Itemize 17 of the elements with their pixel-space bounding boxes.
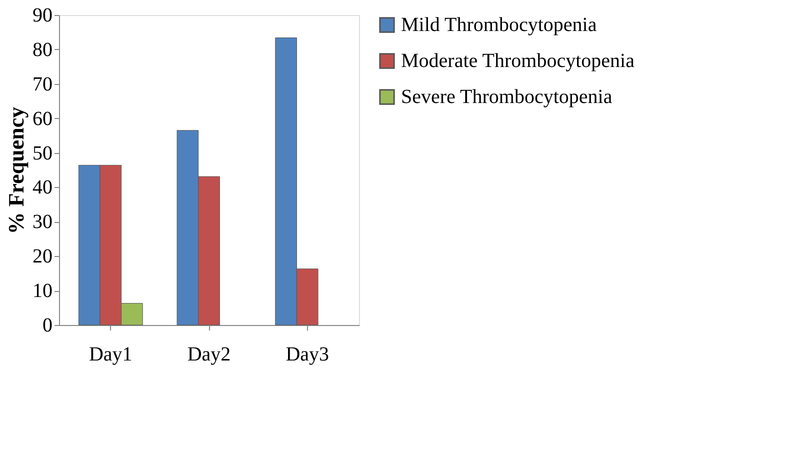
y-tick-label: 30 bbox=[32, 211, 52, 234]
y-tick-label: 60 bbox=[32, 108, 52, 130]
y-tick-label: 50 bbox=[32, 142, 52, 164]
y-tick-label: 20 bbox=[32, 246, 52, 268]
legend-label: Mild Thrombocytopenia bbox=[401, 14, 597, 36]
x-tick-label: Day2 bbox=[187, 344, 231, 366]
y-tick-label: 0 bbox=[42, 314, 52, 336]
legend-label: Severe Thrombocytopenia bbox=[401, 86, 612, 108]
legend-label: Moderate Thrombocytopenia bbox=[401, 50, 635, 72]
y-tick-label: 70 bbox=[32, 73, 52, 96]
x-tick-label: Day3 bbox=[286, 344, 330, 366]
y-tick-label: 80 bbox=[32, 38, 52, 61]
y-tick-label: 90 bbox=[32, 4, 52, 26]
x-tick-label: Day1 bbox=[88, 344, 132, 366]
y-tick-label: 40 bbox=[32, 176, 52, 199]
y-axis-title: % Frequency bbox=[4, 106, 28, 234]
y-tick-label: 10 bbox=[32, 280, 52, 302]
